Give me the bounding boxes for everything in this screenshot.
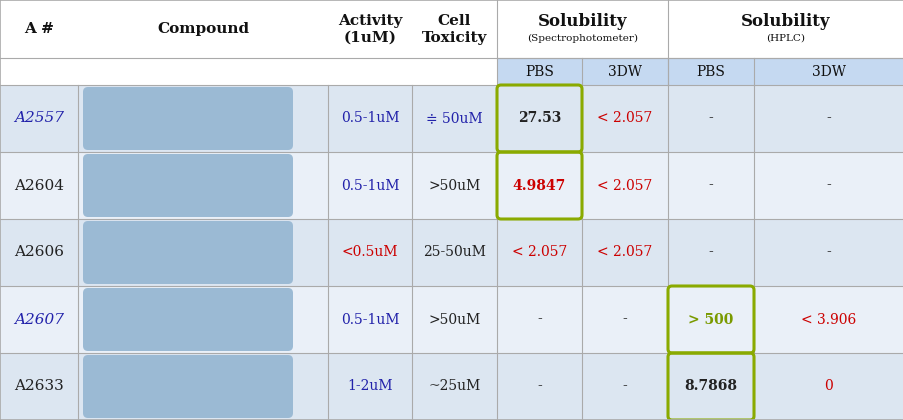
Text: < 2.057: < 2.057 (597, 111, 652, 126)
FancyBboxPatch shape (83, 288, 293, 351)
Text: 0.5-1uM: 0.5-1uM (340, 312, 399, 326)
Text: 1-2uM: 1-2uM (347, 380, 392, 394)
Text: 25-50uM: 25-50uM (423, 246, 486, 260)
Text: < 2.057: < 2.057 (597, 246, 652, 260)
Text: 0.5-1uM: 0.5-1uM (340, 111, 399, 126)
Text: A2604: A2604 (14, 178, 64, 192)
Bar (0, 0, 903, 85)
Text: -: - (622, 312, 627, 326)
Text: -: - (825, 178, 831, 192)
FancyBboxPatch shape (83, 87, 293, 150)
Text: > 500: > 500 (687, 312, 733, 326)
Text: PBS: PBS (696, 65, 724, 79)
Text: Compound: Compound (157, 22, 249, 36)
Text: -: - (708, 111, 712, 126)
Text: (Spectrophotometer): (Spectrophotometer) (526, 34, 638, 42)
Bar (0, 286, 903, 353)
Text: < 2.057: < 2.057 (511, 246, 566, 260)
Text: -: - (708, 246, 712, 260)
Text: A2557: A2557 (14, 111, 64, 126)
Text: >50uM: >50uM (428, 312, 480, 326)
Text: (HPLC): (HPLC) (766, 34, 805, 42)
FancyBboxPatch shape (83, 221, 293, 284)
Text: -: - (536, 380, 541, 394)
Bar (0, 353, 903, 420)
FancyBboxPatch shape (83, 355, 293, 418)
Text: < 3.906: < 3.906 (800, 312, 856, 326)
Text: Toxicity: Toxicity (422, 31, 487, 45)
Text: A2633: A2633 (14, 380, 64, 394)
Text: 27.53: 27.53 (517, 111, 561, 126)
Text: A #: A # (24, 22, 54, 36)
Text: ≑ 50uM: ≑ 50uM (425, 111, 482, 126)
Text: -: - (536, 312, 541, 326)
Text: -: - (825, 111, 831, 126)
Text: 3DW: 3DW (608, 65, 641, 79)
Text: 4.9847: 4.9847 (512, 178, 565, 192)
Text: ~25uM: ~25uM (428, 380, 480, 394)
FancyBboxPatch shape (83, 154, 293, 217)
Text: -: - (825, 246, 831, 260)
Bar (0, 219, 903, 286)
Text: -: - (708, 178, 712, 192)
Text: PBS: PBS (525, 65, 554, 79)
Text: Activity: Activity (338, 14, 402, 28)
Text: (1uM): (1uM) (343, 31, 396, 45)
Text: >50uM: >50uM (428, 178, 480, 192)
Text: 0: 0 (824, 380, 833, 394)
Text: Solubility: Solubility (537, 13, 627, 29)
Text: 8.7868: 8.7868 (684, 380, 737, 394)
Text: Solubility: Solubility (740, 13, 830, 29)
Text: -: - (622, 380, 627, 394)
Text: A2607: A2607 (14, 312, 64, 326)
Text: A2606: A2606 (14, 246, 64, 260)
Text: 0.5-1uM: 0.5-1uM (340, 178, 399, 192)
Text: <0.5uM: <0.5uM (341, 246, 398, 260)
Bar (497, 58, 903, 85)
Text: Cell: Cell (437, 14, 470, 28)
Text: < 2.057: < 2.057 (597, 178, 652, 192)
Bar (0, 85, 903, 152)
Bar (0, 152, 903, 219)
Text: 3DW: 3DW (811, 65, 845, 79)
